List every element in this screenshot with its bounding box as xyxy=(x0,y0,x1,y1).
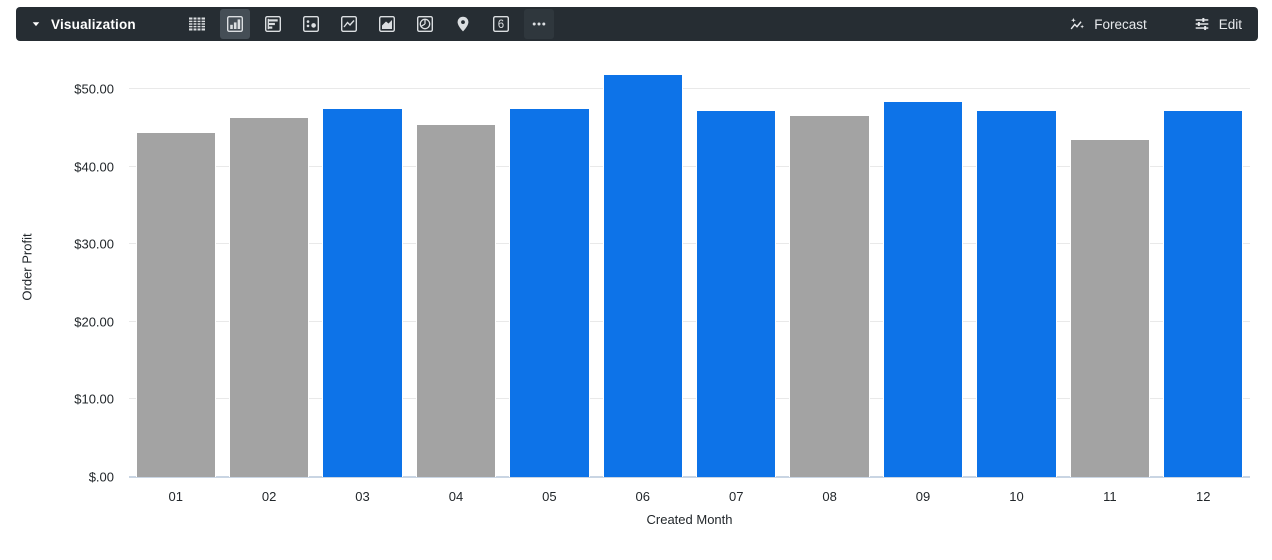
gridline xyxy=(129,398,1250,400)
y-axis-tick-label: $.00 xyxy=(88,469,114,485)
x-axis-tick-label: 09 xyxy=(915,489,931,504)
visualization-menu-label: Visualization xyxy=(51,16,136,32)
bar-month-03[interactable] xyxy=(322,107,403,477)
x-axis-tick-label: 05 xyxy=(542,489,557,504)
bar-month-02[interactable] xyxy=(228,116,310,477)
gridline xyxy=(129,243,1250,245)
chart-type-pie-chart-icon[interactable] xyxy=(410,9,440,39)
x-axis-tick-label: 03 xyxy=(355,489,370,504)
y-axis-title: Order Profit xyxy=(19,233,35,301)
x-axis-tick-label: 12 xyxy=(1196,489,1211,504)
bar-month-12[interactable] xyxy=(1163,110,1244,477)
x-axis-title: Created Month xyxy=(646,512,733,527)
tune-icon xyxy=(1193,15,1211,33)
y-axis-tick-label: $30.00 xyxy=(74,236,114,252)
order-profit-chart: Order Profit Created Month $.00 $10.00 $20… xyxy=(0,41,1272,560)
y-axis-tick-label: $40.00 xyxy=(74,159,114,175)
edit-button-label: Edit xyxy=(1218,16,1242,32)
x-axis-tick-label: 07 xyxy=(728,489,744,504)
x-axis-tick-label: 04 xyxy=(448,489,464,504)
chart-type-more-icon[interactable] xyxy=(523,9,554,39)
bar-month-10[interactable] xyxy=(976,110,1057,477)
y-axis-tick-label: $20.00 xyxy=(74,314,114,330)
x-axis-line xyxy=(129,476,1250,478)
forecast-button-label: Forecast xyxy=(1094,16,1147,32)
bar-month-04[interactable] xyxy=(415,123,497,477)
bar-month-09[interactable] xyxy=(882,100,964,477)
gridline xyxy=(129,165,1250,167)
x-axis-tick-label: 08 xyxy=(822,489,837,504)
gridline xyxy=(129,88,1250,90)
x-axis-tick-label: 02 xyxy=(261,489,277,504)
caret-down-icon xyxy=(30,18,42,30)
gridline xyxy=(129,320,1250,322)
chart-type-column-chart-icon[interactable] xyxy=(219,9,250,39)
bar-month-07[interactable] xyxy=(696,110,777,477)
bar-month-06[interactable] xyxy=(602,73,683,477)
visualization-menu-toggle[interactable]: Visualization xyxy=(30,17,136,32)
edit-button[interactable]: Edit xyxy=(1187,11,1248,37)
plot-area xyxy=(129,58,1250,478)
chart-type-map-icon[interactable] xyxy=(448,9,478,39)
x-axis-tick-label: 10 xyxy=(1009,489,1024,504)
bar-month-08[interactable] xyxy=(789,115,870,477)
bar-month-05[interactable] xyxy=(509,107,590,477)
x-axis-tick-label: 06 xyxy=(635,489,651,504)
chart-type-table-icon[interactable] xyxy=(182,9,212,39)
bar-month-11[interactable] xyxy=(1069,139,1151,477)
forecast-sparkle-icon xyxy=(1068,15,1086,33)
chart-type-line-chart-icon[interactable] xyxy=(334,9,364,39)
visualization-toolbar: Visualization 6 xyxy=(16,7,1258,41)
y-axis-tick-label: $50.00 xyxy=(74,81,114,97)
bar-month-01[interactable] xyxy=(135,131,216,477)
svg-text:6: 6 xyxy=(498,19,504,31)
x-axis-tick-label: 11 xyxy=(1103,489,1117,504)
chart-type-bar-chart-icon[interactable] xyxy=(258,9,288,39)
toolbar-right-tools: Forecast Edit xyxy=(1062,11,1248,37)
chart-type-scatter-icon[interactable] xyxy=(296,9,326,39)
x-axis-tick-label: 01 xyxy=(168,489,183,504)
chart-type-switcher: 6 xyxy=(182,9,554,39)
chart-type-area-chart-icon[interactable] xyxy=(372,9,402,39)
forecast-button[interactable]: Forecast xyxy=(1062,11,1153,37)
chart-type-single-value-icon[interactable]: 6 xyxy=(486,9,516,39)
y-axis-tick-label: $10.00 xyxy=(74,391,114,407)
